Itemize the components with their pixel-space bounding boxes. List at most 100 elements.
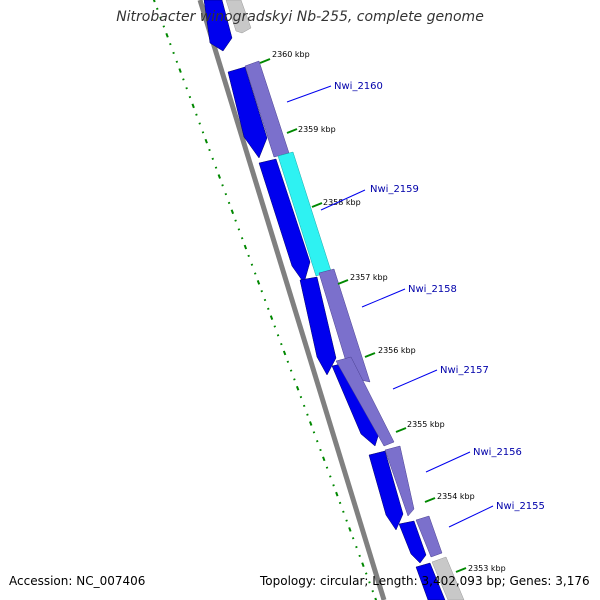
kbp-tick-mark: [337, 279, 349, 285]
gc-skew-dash: [175, 60, 179, 63]
cds-reverse-arrow: [398, 520, 427, 564]
gc-skew-dash: [172, 51, 175, 55]
gc-skew-dash: [273, 325, 277, 328]
gc-skew-dash: [338, 501, 342, 505]
gc-skew-dash: [178, 68, 182, 73]
gc-skew-dash: [267, 307, 270, 310]
gene-label[interactable]: Nwi_2155: [496, 501, 545, 512]
forward-strand-track: [225, 0, 465, 600]
gc-skew-dash: [335, 491, 339, 497]
gc-skew-dash: [309, 421, 313, 426]
gene-label[interactable]: Nwi_2157: [440, 365, 489, 376]
gene-label-track: Nwi_2160 Nwi_2159 Nwi_2158 Nwi_2157 Nwi_…: [286, 81, 545, 528]
gene-label[interactable]: Nwi_2159: [370, 184, 419, 195]
cds-reverse-arrow: [415, 562, 446, 600]
gc-skew-dash: [289, 369, 293, 372]
reverse-strand-track: [203, 0, 446, 600]
cds-forward-block: [384, 445, 415, 517]
kbp-tick-label: 2358 kbp: [323, 198, 361, 207]
genome-backbone: [197, 0, 387, 600]
gc-skew-dash: [263, 298, 267, 302]
gc-skew-dash: [316, 440, 319, 443]
gc-skew-dash: [329, 475, 332, 478]
gene-label[interactable]: Nwi_2160: [334, 81, 383, 92]
kbp-tick-label: 2353 kbp: [468, 564, 506, 573]
cds-reverse-arrow: [258, 158, 311, 284]
kbp-tick-mark: [395, 427, 407, 433]
gc-skew-dash: [358, 554, 361, 558]
gc-skew-dash: [295, 385, 300, 391]
gc-skew-dash: [302, 404, 306, 408]
cds-forward-block: [318, 268, 371, 383]
gc-skew-dash: [234, 219, 237, 222]
gene-label-leader: [361, 288, 406, 308]
gc-skew-dash: [227, 201, 231, 205]
gc-skew-dash: [169, 42, 172, 46]
cds-reverse-arrow: [227, 66, 268, 159]
gc-skew-dash: [182, 78, 185, 81]
gc-skew-dash: [211, 157, 214, 160]
gc-skew-dash: [260, 290, 263, 293]
gc-skew-dash: [351, 537, 355, 540]
cds-reverse-arrow: [368, 450, 404, 531]
gc-skew-dash: [312, 431, 316, 434]
kbp-tick-mark: [424, 497, 436, 503]
genome-summary-label: Topology: circular; Length: 3,402,093 bp…: [260, 574, 590, 588]
gene-label-leader: [425, 451, 471, 473]
gc-skew-dash: [306, 413, 309, 416]
gene-label-leader: [286, 85, 332, 103]
gc-skew-dash: [198, 122, 201, 125]
gc-skew-dash: [256, 280, 261, 285]
kbp-tick-label: 2354 kbp: [437, 492, 475, 501]
gc-skew-dash: [293, 378, 296, 381]
gc-skew-dash: [374, 597, 378, 600]
gc-skew-dash: [361, 562, 365, 568]
gc-skew-dash: [364, 572, 368, 575]
genome-title: Nitrobacter winogradskyi Nb-255, complet…: [116, 9, 484, 25]
gc-skew-dash: [156, 7, 159, 10]
cds-reverse-arrow: [299, 276, 337, 376]
gc-skew-dash: [299, 395, 303, 399]
gc-skew-dash: [286, 360, 290, 363]
gc-skew-dash: [152, 0, 156, 3]
gc-skew-dash: [191, 103, 195, 109]
gc-skew-dash: [282, 350, 287, 356]
kbp-tick-mark: [286, 128, 298, 134]
gc-skew-track: [152, 0, 378, 600]
gene-label-leader: [320, 189, 366, 211]
gc-skew-dash: [224, 192, 228, 196]
cds-reverse-arrow: [203, 0, 233, 52]
gene-label[interactable]: Nwi_2156: [473, 447, 522, 458]
kbp-tick-track: 2360 kbp 2359 kbp 2358 kbp 2357 kbp 2356…: [259, 50, 506, 573]
gc-skew-dash: [348, 527, 352, 532]
gene-label-leader: [448, 505, 494, 528]
kbp-tick-label: 2359 kbp: [298, 125, 336, 134]
gene-label[interactable]: Nwi_2158: [408, 284, 457, 295]
gc-skew-dash: [368, 581, 371, 584]
gc-skew-dash: [230, 209, 235, 215]
gc-skew-dash: [253, 272, 257, 275]
gc-skew-dash: [208, 148, 211, 152]
gc-skew-dash: [217, 174, 221, 179]
accession-label: Accession: NC_007406: [9, 574, 146, 588]
gc-skew-dash: [165, 32, 169, 38]
gc-skew-dash: [195, 113, 198, 116]
gc-skew-dash: [204, 138, 208, 144]
gc-skew-dash: [201, 131, 205, 134]
gc-skew-dash: [159, 16, 162, 19]
kbp-tick-label: 2356 kbp: [378, 346, 416, 355]
kbp-tick-mark: [259, 58, 271, 64]
gc-skew-dash: [325, 466, 329, 469]
gc-skew-dash: [237, 228, 241, 231]
gc-skew-dash: [247, 254, 250, 258]
gc-skew-dash: [188, 95, 192, 99]
cds-forward-block: [415, 515, 443, 558]
gc-skew-dash: [280, 342, 283, 346]
kbp-tick-label: 2357 kbp: [350, 273, 388, 282]
cds-forward-block: [431, 556, 465, 600]
kbp-tick-mark: [455, 567, 467, 573]
gc-skew-dash: [355, 545, 358, 549]
gc-skew-dash: [243, 244, 248, 250]
